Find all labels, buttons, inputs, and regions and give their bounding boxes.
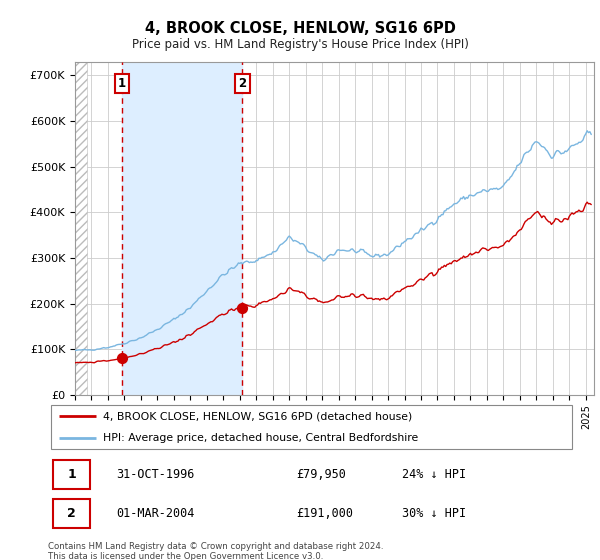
Text: 01-MAR-2004: 01-MAR-2004 [116, 507, 195, 520]
Text: £79,950: £79,950 [296, 468, 346, 481]
Point [238, 303, 247, 312]
Text: 2: 2 [238, 77, 247, 90]
FancyBboxPatch shape [53, 460, 90, 489]
Text: 2: 2 [67, 507, 76, 520]
Text: £191,000: £191,000 [296, 507, 353, 520]
Text: 24% ↓ HPI: 24% ↓ HPI [402, 468, 466, 481]
Text: Price paid vs. HM Land Registry's House Price Index (HPI): Price paid vs. HM Land Registry's House … [131, 38, 469, 51]
Text: HPI: Average price, detached house, Central Bedfordshire: HPI: Average price, detached house, Cent… [103, 433, 419, 443]
Text: 1: 1 [67, 468, 76, 481]
FancyBboxPatch shape [53, 500, 90, 529]
Text: Contains HM Land Registry data © Crown copyright and database right 2024.
This d: Contains HM Land Registry data © Crown c… [48, 542, 383, 560]
Text: 31-OCT-1996: 31-OCT-1996 [116, 468, 195, 481]
Point [117, 354, 127, 363]
FancyBboxPatch shape [50, 405, 572, 449]
Text: 30% ↓ HPI: 30% ↓ HPI [402, 507, 466, 520]
Text: 1: 1 [118, 77, 126, 90]
Text: 4, BROOK CLOSE, HENLOW, SG16 6PD (detached house): 4, BROOK CLOSE, HENLOW, SG16 6PD (detach… [103, 411, 413, 421]
Text: 4, BROOK CLOSE, HENLOW, SG16 6PD: 4, BROOK CLOSE, HENLOW, SG16 6PD [145, 21, 455, 36]
